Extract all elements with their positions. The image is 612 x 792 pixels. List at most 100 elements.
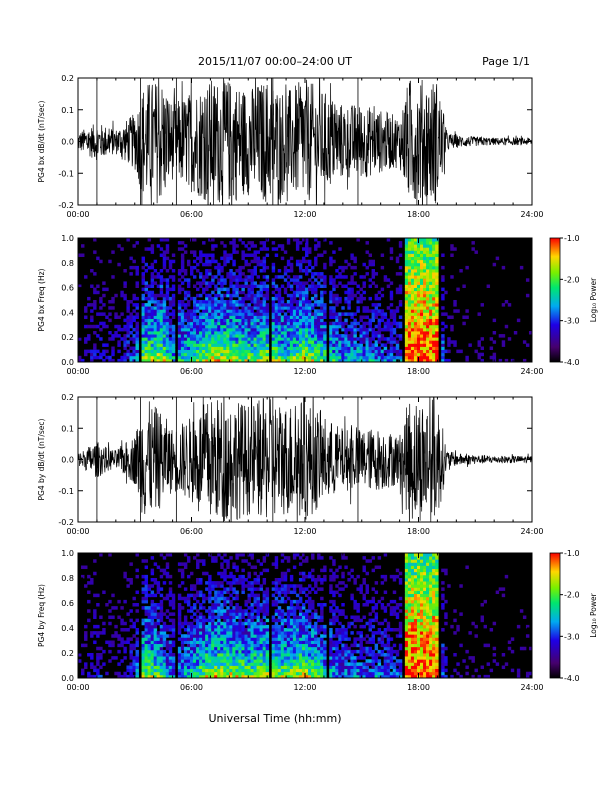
- spectrogram-cell: [289, 599, 294, 604]
- spectrogram-cell: [250, 318, 254, 323]
- spectrogram-cell: [223, 668, 227, 673]
- spectrogram-cell: [404, 278, 409, 282]
- spectrogram-cell: [220, 609, 224, 613]
- spectrogram-cell: [329, 358, 333, 363]
- spectrogram-cell: [235, 306, 239, 310]
- spectrogram-cell: [395, 256, 400, 261]
- spectrogram-cell: [292, 321, 297, 326]
- spectrogram-cell: [392, 340, 397, 344]
- spectrogram-cell: [323, 284, 327, 288]
- spectrogram-cell: [123, 343, 127, 347]
- spectrogram-cell: [120, 674, 124, 679]
- spectrogram-cell: [214, 656, 218, 660]
- spectrogram-cell: [168, 287, 173, 292]
- spectrogram-cell: [329, 352, 333, 357]
- spectrogram-cell: [250, 352, 254, 357]
- spectrogram-cell: [250, 331, 254, 335]
- spectrogram-cell: [159, 281, 164, 285]
- spectrogram-cell: [283, 574, 288, 579]
- spectrogram-cell: [226, 346, 230, 350]
- spectrogram-cell: [410, 284, 415, 288]
- spectrogram-cell: [308, 318, 312, 323]
- spectrogram-cell: [144, 349, 149, 354]
- spectrogram-cell: [132, 665, 136, 670]
- spectrogram-cell: [217, 621, 221, 626]
- spectrogram-cell: [253, 312, 257, 316]
- spectrogram-cell: [129, 324, 133, 329]
- spectrogram-cell: [199, 358, 203, 363]
- spectrogram-cell: [202, 278, 206, 282]
- spectrogram-cell: [256, 306, 260, 310]
- spectrogram-cell: [244, 309, 248, 313]
- spectrogram-cell: [238, 628, 242, 632]
- spectrogram-cell: [435, 343, 439, 347]
- spectrogram-cell: [135, 343, 139, 347]
- spectrogram-cell: [105, 315, 109, 319]
- spectrogram-cell: [144, 343, 149, 347]
- spectrogram-cell: [186, 281, 191, 285]
- spectrogram-cell: [298, 306, 303, 310]
- spectrogram-cell: [410, 253, 415, 257]
- spectrogram-cell: [144, 309, 149, 313]
- spectrogram-cell: [253, 659, 257, 663]
- spectrogram-cell: [432, 256, 436, 261]
- spectrogram-cell: [235, 290, 239, 295]
- spectrogram-cell: [238, 612, 242, 616]
- spectrogram-cell: [265, 278, 270, 282]
- spectrogram-cell: [193, 334, 197, 338]
- spectrogram-cell: [156, 349, 161, 354]
- spectrogram-cell: [410, 296, 415, 301]
- spectrogram-cell: [144, 621, 149, 626]
- spectrogram-cell: [229, 352, 233, 357]
- spectrogram-cell: [132, 337, 136, 341]
- spectrogram-cell: [180, 331, 185, 335]
- spectrogram-cell: [235, 593, 239, 598]
- spectrogram-cell: [271, 337, 276, 341]
- spectrogram-cell: [193, 300, 197, 304]
- spectrogram-cell: [241, 306, 245, 310]
- spectrogram-cell: [247, 624, 251, 629]
- spectrogram-cell: [189, 628, 194, 632]
- spectrogram-cell: [256, 559, 260, 563]
- spectrogram-cell: [235, 596, 239, 601]
- spectrogram-cell: [247, 668, 251, 673]
- spectrogram-cell: [183, 628, 188, 632]
- spectrogram-cell: [308, 668, 312, 673]
- spectrogram-cell: [386, 321, 391, 326]
- spectrogram-cell: [274, 590, 279, 595]
- spectrogram-cell: [165, 355, 170, 360]
- spectrogram-cell: [120, 628, 124, 632]
- spectrogram-cell: [323, 309, 327, 313]
- spectrogram-cell: [111, 615, 115, 620]
- spectrogram-cell: [341, 321, 345, 326]
- spectrogram-cell: [183, 653, 188, 657]
- spectrogram-cell: [162, 346, 167, 350]
- spectrogram-cell: [298, 321, 303, 326]
- spectrogram-cell: [274, 662, 279, 666]
- spectrogram-cell: [256, 259, 260, 264]
- spectrogram-cell: [202, 334, 206, 338]
- spectrogram-cell: [87, 296, 91, 301]
- spectrogram-cell: [305, 656, 309, 660]
- spectrogram-cell: [153, 646, 158, 651]
- spectrogram-cell: [389, 343, 394, 347]
- spectrogram-cell: [441, 343, 445, 347]
- spectrogram-cell: [435, 312, 439, 316]
- spectrogram-cell: [398, 244, 403, 248]
- spectrogram-cell: [314, 584, 318, 588]
- spectrogram-cell: [320, 327, 324, 332]
- spectrogram-cell: [223, 259, 227, 264]
- spectrogram-cell: [214, 321, 218, 326]
- spectrogram-cell: [87, 337, 91, 341]
- spectrogram-cell: [465, 315, 469, 319]
- spectrogram-cell: [162, 628, 167, 632]
- spectrogram-cell: [295, 584, 300, 588]
- spectrogram-cell: [353, 346, 357, 350]
- spectrogram-cell: [292, 662, 297, 666]
- spectrogram-cell: [220, 556, 224, 560]
- spectrogram-cell: [211, 662, 215, 666]
- spectrogram-cell: [265, 646, 270, 651]
- spectrogram-cell: [253, 343, 257, 347]
- spectrogram-cell: [205, 352, 209, 357]
- spectrogram-cell: [426, 358, 430, 363]
